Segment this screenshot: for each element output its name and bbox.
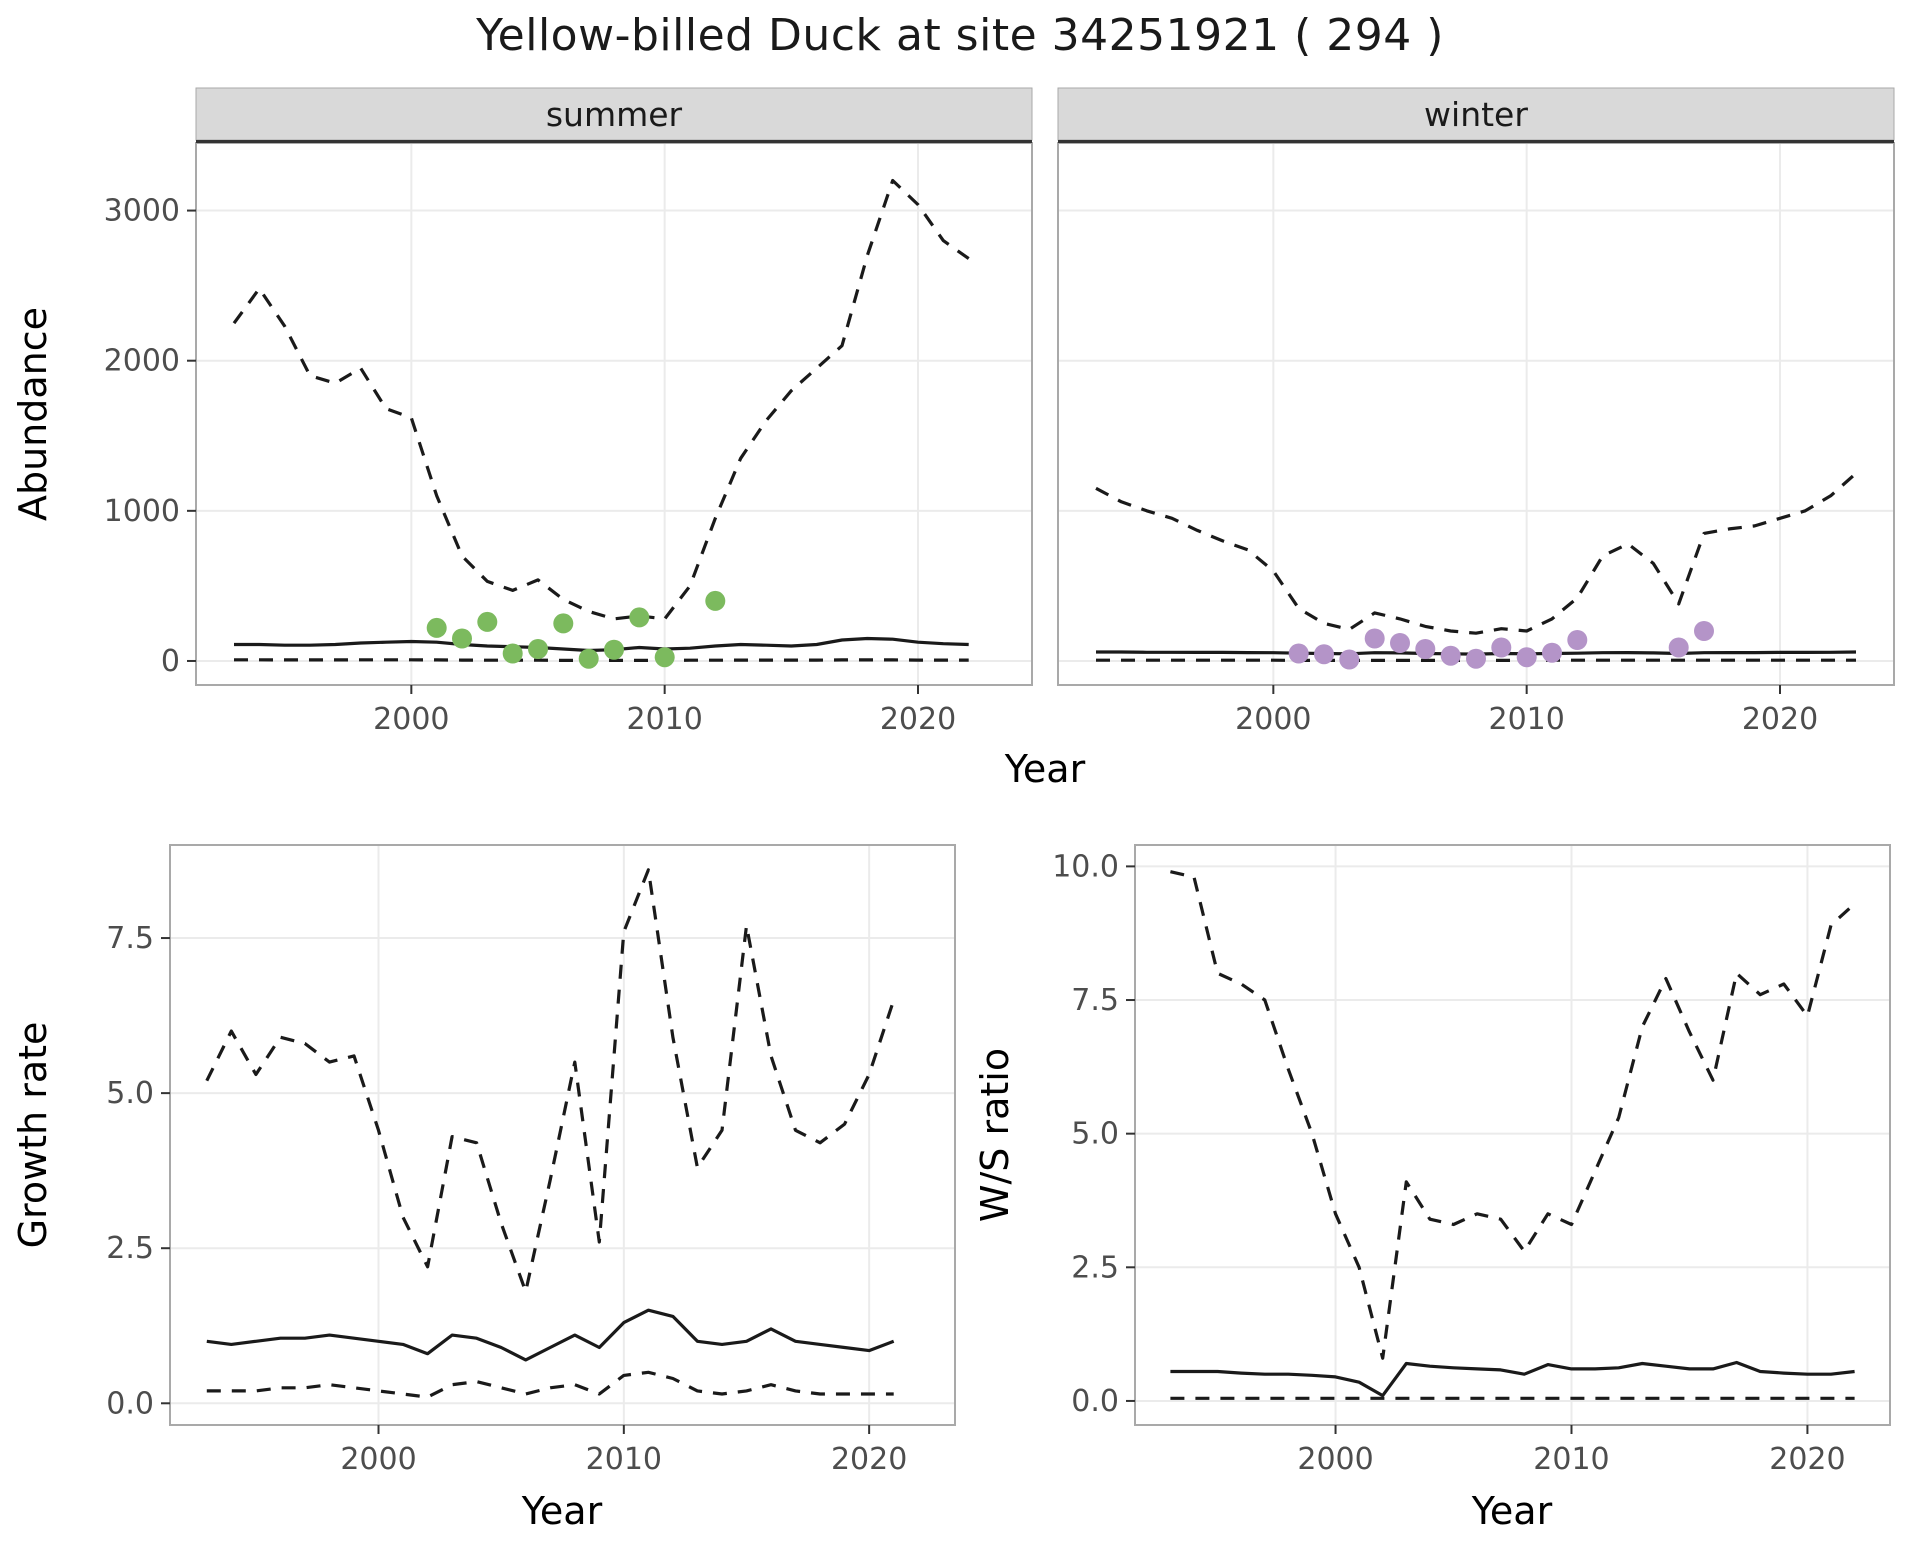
panel-border bbox=[1134, 844, 1891, 1426]
panel-border bbox=[169, 844, 956, 1426]
observation-point bbox=[1440, 645, 1461, 666]
y-tick-label: 1000 bbox=[104, 494, 180, 529]
observation-point bbox=[578, 648, 599, 669]
y-tick-label: 10.0 bbox=[1052, 849, 1119, 884]
panel-background bbox=[1135, 845, 1890, 1425]
y-tick-label: 2.5 bbox=[106, 1231, 154, 1266]
upper-credible-line bbox=[1095, 472, 1858, 635]
facet-strip-label: winter bbox=[1424, 95, 1528, 134]
upper-credible-line bbox=[232, 178, 970, 621]
observation-point bbox=[528, 639, 548, 659]
growth-rate-axis-title: Growth rate bbox=[11, 1022, 55, 1249]
x-tick-label: 2020 bbox=[831, 1442, 907, 1477]
ws-ratio-year-axis-title: Year bbox=[1471, 1489, 1553, 1533]
facet-strip bbox=[1057, 87, 1895, 141]
observation-point bbox=[477, 611, 498, 632]
y-tick-label: 2.5 bbox=[1071, 1250, 1119, 1285]
panel-abundance-summer: 2000 2010 2020 0 1000 2000 3000 summer bbox=[104, 87, 1033, 737]
x-tick-label: 2010 bbox=[1488, 702, 1564, 737]
y-tick-label: 2000 bbox=[104, 344, 180, 379]
median-line bbox=[1170, 1360, 1855, 1398]
observation-point bbox=[604, 639, 624, 660]
panel-growth-rate: 2000 2010 2020 0.0 2.5 5.0 7.5 bbox=[106, 844, 956, 1477]
observation-point bbox=[1516, 647, 1537, 668]
panel-background bbox=[196, 143, 1032, 685]
x-tick-label: 2010 bbox=[1533, 1442, 1609, 1477]
y-tick-label: 7.5 bbox=[106, 921, 154, 956]
observation-point bbox=[1339, 649, 1360, 670]
observation-point bbox=[629, 607, 650, 628]
upper-credible-line bbox=[205, 868, 896, 1294]
panel-background bbox=[1058, 143, 1894, 685]
y-tick-label: 5.0 bbox=[106, 1076, 154, 1111]
upper-credible-line bbox=[1170, 870, 1856, 1360]
facet-strip-label: summer bbox=[546, 95, 683, 134]
observation-point bbox=[1542, 642, 1562, 663]
observation-point bbox=[1694, 621, 1714, 641]
y-tick-label: 0.0 bbox=[1071, 1384, 1119, 1419]
observation-point bbox=[1390, 633, 1410, 653]
x-tick-label: 2020 bbox=[1742, 702, 1818, 737]
ws-ratio-axis-title: W/S ratio bbox=[973, 1048, 1017, 1222]
observed-counts-points bbox=[1288, 621, 1714, 670]
observation-point bbox=[452, 628, 472, 649]
median-line bbox=[234, 636, 969, 653]
x-tick-label: 2000 bbox=[1297, 1442, 1373, 1477]
observation-point bbox=[553, 613, 574, 634]
lower-credible-line bbox=[234, 658, 969, 662]
abundance-year-axis-title: Year bbox=[1004, 747, 1086, 791]
panel-background bbox=[170, 845, 955, 1425]
observation-point bbox=[1415, 639, 1436, 659]
observation-point bbox=[654, 647, 675, 668]
y-tick-label: 5.0 bbox=[1071, 1117, 1119, 1152]
panel-abundance-winter: 2000 2010 2020 winter bbox=[1057, 87, 1895, 737]
x-tick-label: 2020 bbox=[1769, 1442, 1845, 1477]
y-tick-label: 3000 bbox=[104, 194, 180, 229]
panel-ws-ratio: 2000 2010 2020 0.0 2.5 5.0 7.5 10.0 bbox=[1052, 844, 1891, 1477]
x-tick-label: 2000 bbox=[1235, 702, 1311, 737]
observation-point bbox=[1288, 643, 1309, 664]
observation-point bbox=[426, 617, 447, 638]
x-tick-label: 2000 bbox=[373, 702, 449, 737]
x-tick-label: 2010 bbox=[586, 1442, 662, 1477]
median-line bbox=[206, 1308, 895, 1362]
observation-point bbox=[1314, 644, 1334, 665]
observation-point bbox=[1491, 637, 1512, 658]
abundance-axis-title: Abundance bbox=[11, 307, 55, 521]
observation-point bbox=[705, 590, 726, 611]
lower-credible-line bbox=[206, 1370, 894, 1399]
facet-strip bbox=[195, 87, 1033, 141]
y-tick-label: 0.0 bbox=[106, 1386, 154, 1421]
figure-title: Yellow-billed Duck at site 34251921 ( 29… bbox=[476, 10, 1444, 61]
observation-point bbox=[1466, 648, 1486, 669]
observation-point bbox=[1567, 630, 1588, 650]
x-tick-label: 2020 bbox=[880, 702, 956, 737]
observation-point bbox=[1364, 628, 1385, 649]
y-tick-label: 0 bbox=[161, 644, 180, 679]
observation-point bbox=[502, 643, 523, 664]
observation-point bbox=[1668, 637, 1689, 658]
x-tick-label: 2000 bbox=[340, 1442, 416, 1477]
x-tick-label: 2010 bbox=[626, 702, 702, 737]
growth-rate-year-axis-title: Year bbox=[521, 1489, 603, 1533]
y-tick-label: 7.5 bbox=[1071, 983, 1119, 1018]
observed-counts-points bbox=[426, 590, 726, 669]
